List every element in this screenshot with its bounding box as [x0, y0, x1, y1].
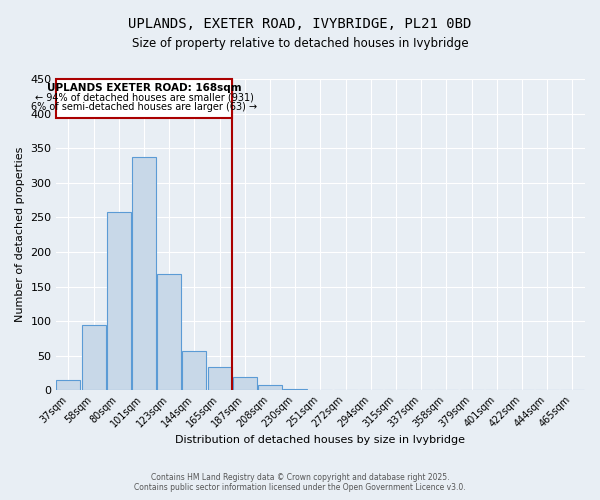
Bar [208, 367, 232, 390]
Bar [233, 377, 257, 390]
Bar [258, 384, 282, 390]
Text: Contains HM Land Registry data © Crown copyright and database right 2025.: Contains HM Land Registry data © Crown c… [151, 474, 449, 482]
Text: Contains public sector information licensed under the Open Government Licence v3: Contains public sector information licen… [134, 484, 466, 492]
Bar [157, 274, 181, 390]
Y-axis label: Number of detached properties: Number of detached properties [15, 147, 25, 322]
Text: ← 94% of detached houses are smaller (931): ← 94% of detached houses are smaller (93… [35, 93, 253, 103]
Text: UPLANDS, EXETER ROAD, IVYBRIDGE, PL21 0BD: UPLANDS, EXETER ROAD, IVYBRIDGE, PL21 0B… [128, 18, 472, 32]
Bar [283, 389, 307, 390]
Bar [56, 380, 80, 390]
Text: UPLANDS EXETER ROAD: 168sqm: UPLANDS EXETER ROAD: 168sqm [47, 83, 241, 93]
Text: Size of property relative to detached houses in Ivybridge: Size of property relative to detached ho… [131, 38, 469, 51]
X-axis label: Distribution of detached houses by size in Ivybridge: Distribution of detached houses by size … [175, 435, 466, 445]
Bar [132, 157, 156, 390]
Bar [107, 212, 131, 390]
FancyBboxPatch shape [56, 79, 232, 118]
Bar [182, 351, 206, 391]
Bar [82, 324, 106, 390]
Text: 6% of semi-detached houses are larger (63) →: 6% of semi-detached houses are larger (6… [31, 102, 257, 112]
